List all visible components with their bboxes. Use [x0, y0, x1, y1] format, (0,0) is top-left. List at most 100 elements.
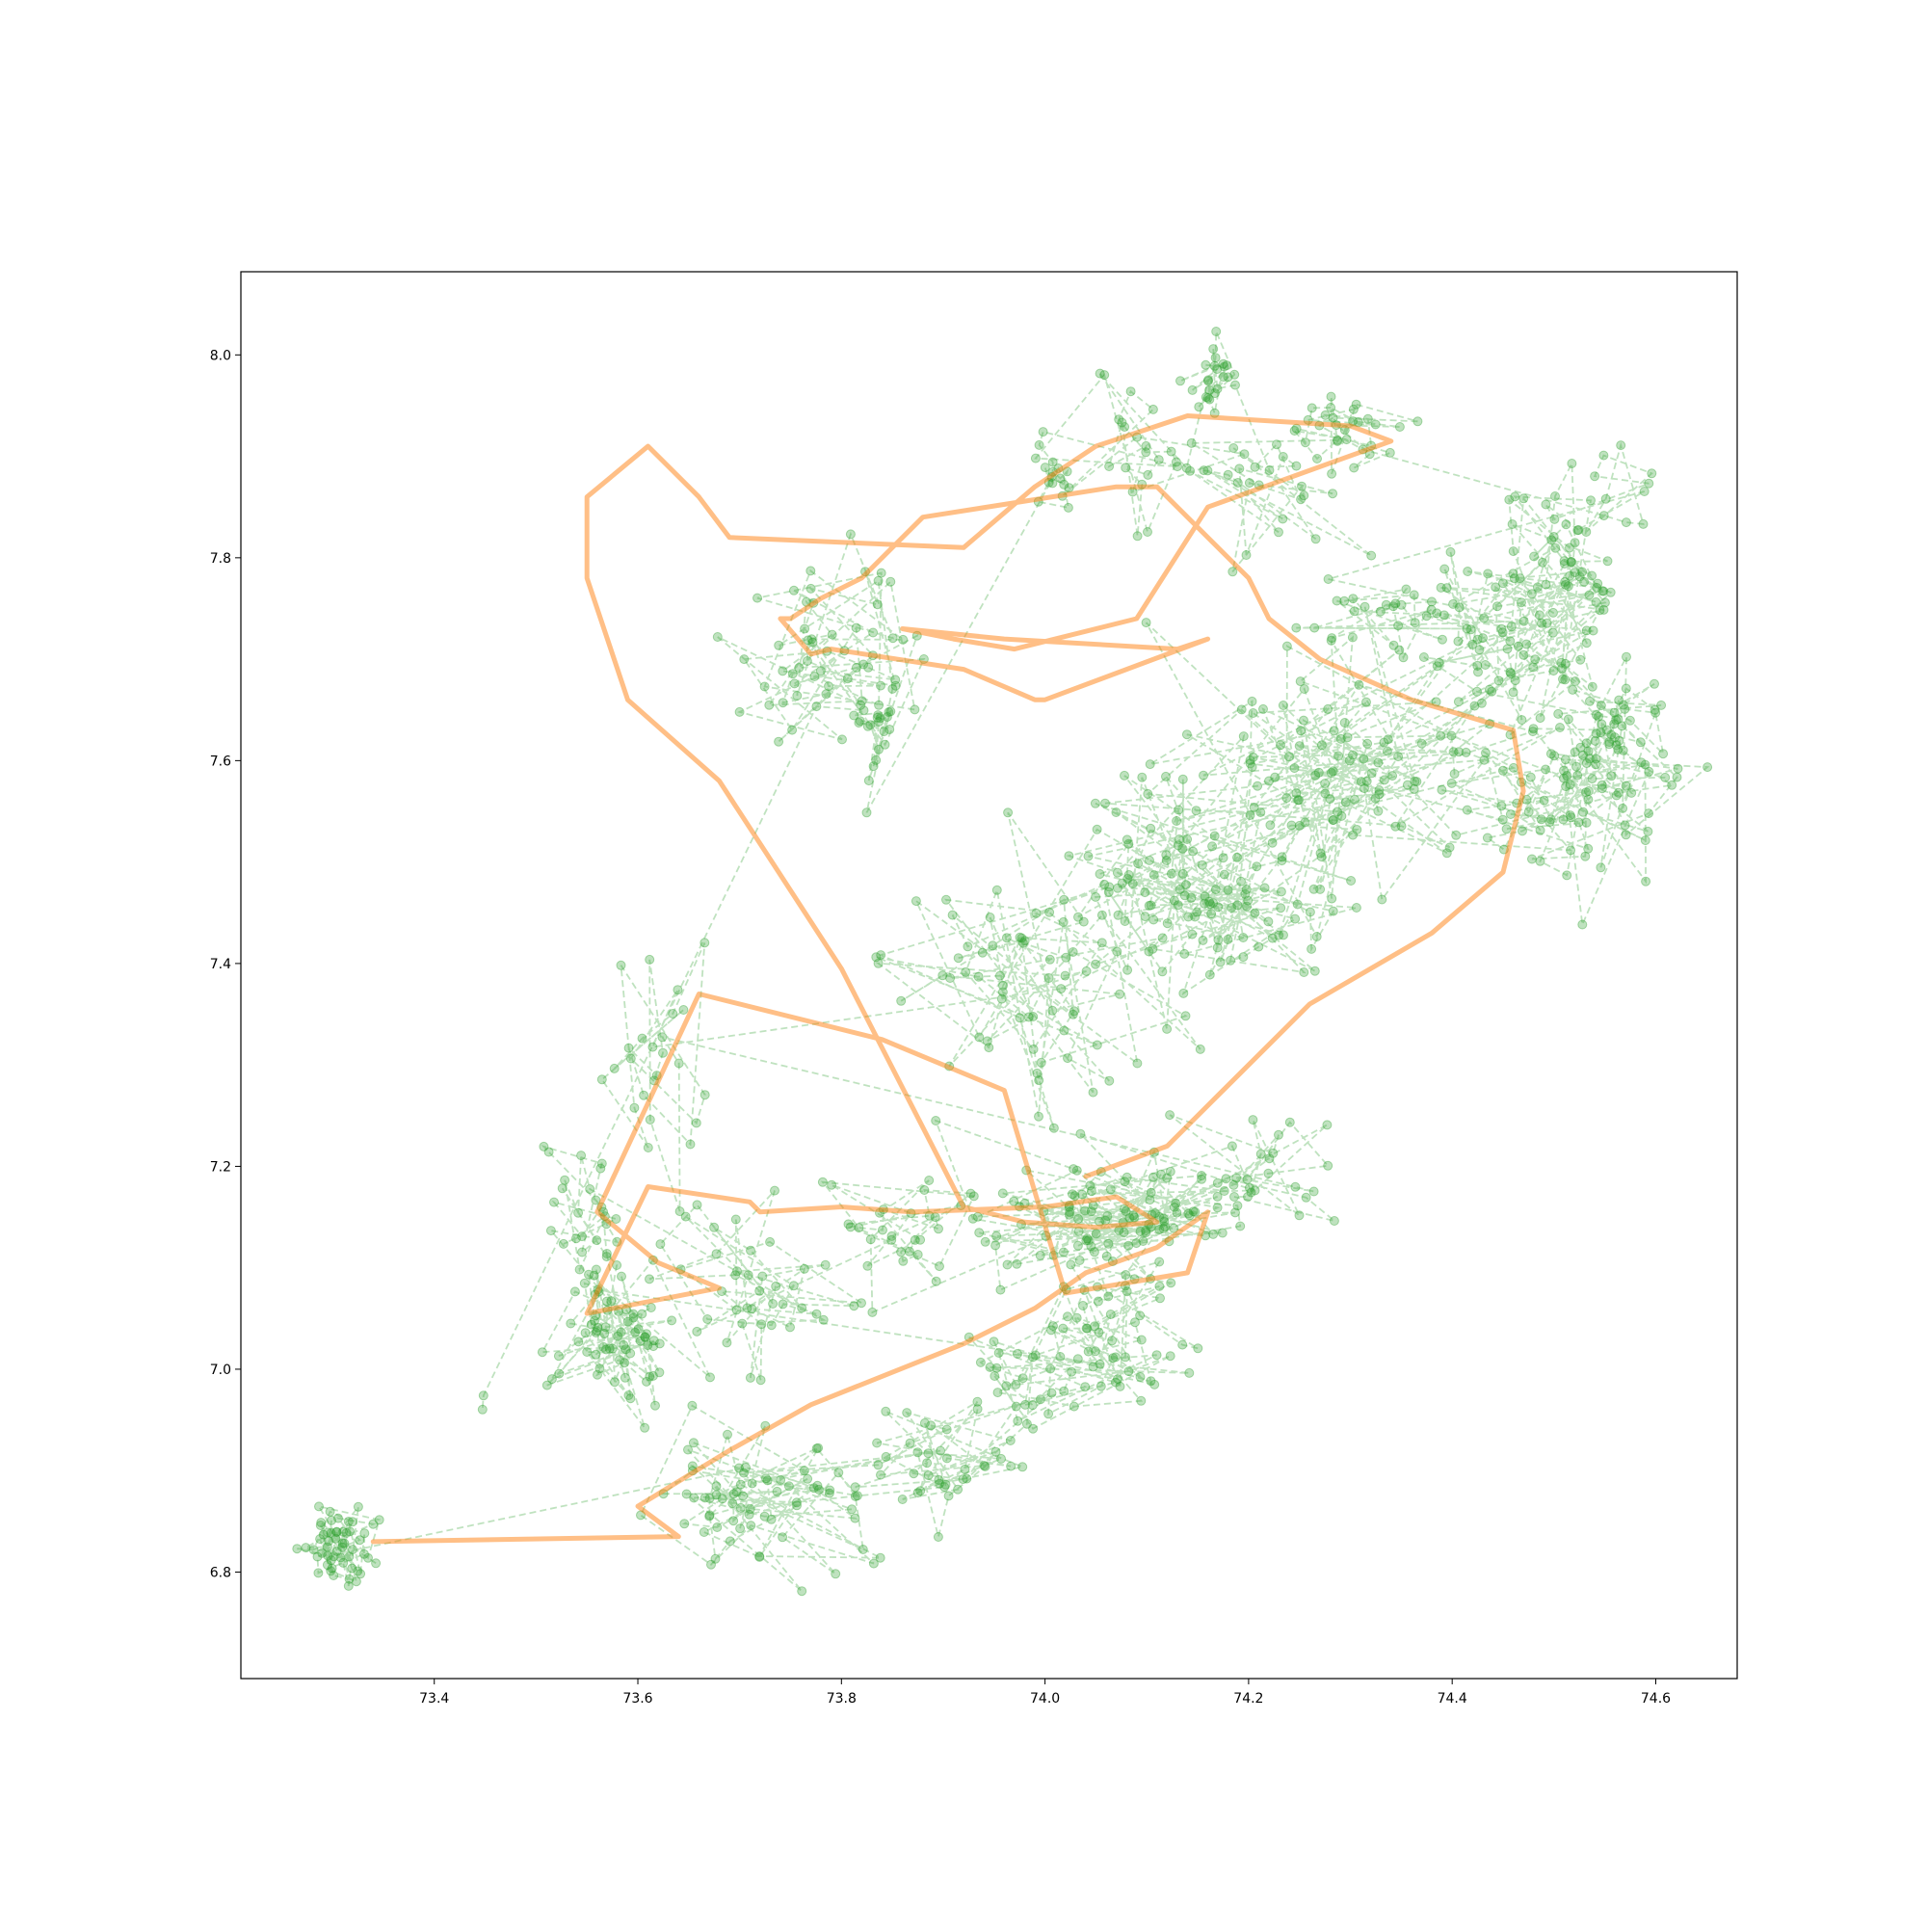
green-series-point	[799, 1466, 809, 1476]
green-series-point	[886, 1231, 897, 1241]
green-series-point	[1370, 419, 1381, 430]
green-series-point	[616, 960, 626, 970]
green-series-point	[554, 1368, 565, 1379]
green-series-point	[731, 1305, 742, 1315]
green-series-point	[858, 705, 869, 716]
green-series-point	[1204, 899, 1215, 910]
green-series-point	[935, 1478, 945, 1489]
green-series-point	[1577, 567, 1588, 577]
green-series-point	[1200, 891, 1210, 902]
green-series-point	[1572, 770, 1583, 781]
green-series-point	[1577, 919, 1588, 930]
green-series-point	[1351, 903, 1361, 913]
green-series-point	[1570, 747, 1580, 757]
green-series-point	[919, 1185, 930, 1195]
green-series-point	[1352, 825, 1362, 834]
green-series-point	[1145, 759, 1155, 770]
green-series-point	[1329, 726, 1339, 736]
green-series-point	[1227, 1141, 1237, 1151]
green-series-point	[625, 1393, 636, 1404]
green-series-point	[702, 1314, 713, 1324]
green-series-point	[1541, 499, 1551, 510]
green-series-point	[600, 1322, 611, 1333]
green-series-point	[654, 1338, 665, 1349]
green-series-point	[1326, 768, 1336, 778]
green-series-point	[1245, 755, 1255, 765]
green-series-point	[1250, 908, 1260, 918]
green-series-point	[1162, 1173, 1173, 1183]
green-series-point	[1497, 814, 1508, 825]
green-series-point	[1410, 776, 1420, 786]
green-series-point	[803, 635, 813, 646]
green-series-point	[1294, 741, 1305, 752]
green-series-point	[351, 1576, 361, 1587]
green-series-point	[1469, 701, 1480, 711]
green-series-point	[1315, 884, 1326, 894]
green-series-point	[1121, 463, 1131, 473]
green-series-point	[1559, 559, 1570, 569]
green-series-point	[1179, 948, 1190, 959]
green-series-point	[847, 1504, 858, 1515]
green-series-point	[735, 1502, 746, 1513]
green-series-point	[1071, 1312, 1082, 1323]
green-series-point	[1504, 494, 1515, 505]
green-series-point	[1027, 1400, 1038, 1411]
green-series-point	[1493, 675, 1504, 686]
green-series-point	[368, 1519, 379, 1529]
green-series-point	[1130, 1317, 1140, 1328]
green-series-point	[1185, 465, 1196, 476]
green-series-point	[1017, 938, 1028, 948]
green-series-point	[1373, 757, 1384, 768]
green-series-point	[1135, 1372, 1146, 1382]
green-series-point	[1565, 810, 1575, 821]
green-series-point	[1137, 772, 1148, 782]
green-series-point	[797, 1586, 807, 1597]
green-series-point	[787, 725, 798, 735]
green-series-point	[1069, 1006, 1079, 1017]
green-series-point	[1232, 1201, 1243, 1211]
green-series-point	[1300, 437, 1310, 448]
green-series-point	[947, 910, 958, 920]
green-series-point	[1297, 481, 1307, 491]
green-series-point	[856, 700, 866, 710]
green-series-point	[1179, 890, 1190, 901]
green-series-point	[789, 585, 799, 595]
green-series-point	[878, 1225, 887, 1235]
green-series-point	[1222, 360, 1232, 371]
green-series-point	[1148, 914, 1159, 925]
green-series-point	[1501, 824, 1512, 834]
green-series-point	[1332, 595, 1342, 606]
green-series-point	[1148, 870, 1159, 880]
green-series-point	[757, 1271, 768, 1282]
green-series-point	[1141, 1228, 1151, 1238]
green-series-point	[1525, 772, 1536, 782]
green-series-point	[1578, 807, 1589, 817]
green-series-point	[592, 1235, 602, 1246]
green-series-point	[1229, 369, 1240, 380]
green-series-point	[1203, 375, 1213, 385]
green-series-point	[1333, 751, 1343, 761]
green-series-point	[1188, 1206, 1199, 1217]
green-series-point	[1281, 793, 1292, 804]
green-series-point	[1223, 469, 1233, 480]
green-series-point	[1587, 774, 1597, 784]
green-series-point	[1480, 660, 1491, 670]
green-series-point	[1609, 707, 1620, 718]
green-series-point	[643, 1340, 653, 1351]
green-series-point	[596, 1074, 607, 1085]
green-series-point	[1479, 754, 1490, 765]
green-series-point	[1141, 618, 1151, 628]
green-series-point	[1112, 867, 1122, 878]
green-series-point	[1508, 569, 1518, 579]
green-series-point	[1362, 413, 1373, 424]
green-series-point	[824, 1488, 834, 1498]
green-series-point	[754, 1285, 765, 1296]
green-series-point	[1099, 370, 1110, 381]
green-series-point	[783, 1481, 794, 1492]
green-series-point	[607, 1343, 618, 1354]
green-series-point	[1565, 780, 1575, 790]
green-series-point	[953, 953, 964, 964]
green-series-point	[1610, 732, 1620, 743]
green-series-point	[1647, 468, 1657, 479]
green-series-point	[754, 1551, 765, 1562]
